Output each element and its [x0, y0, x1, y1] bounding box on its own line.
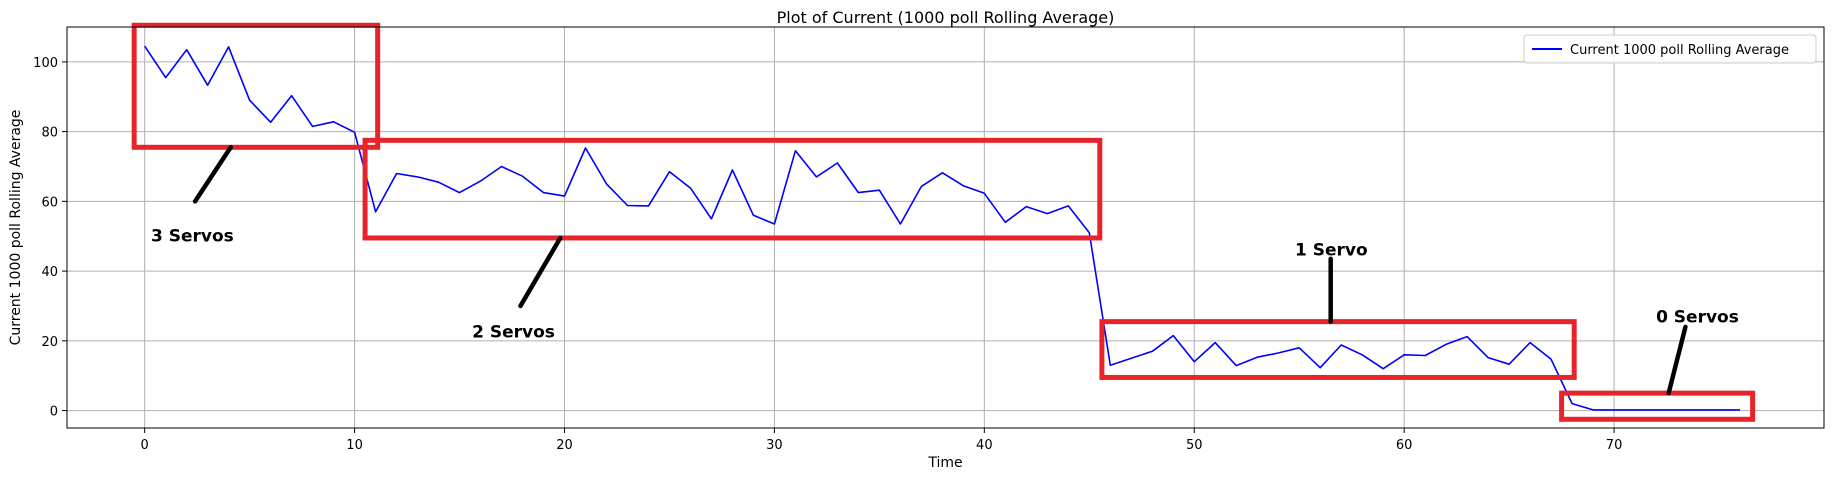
chart-title: Plot of Current (1000 poll Rolling Avera…: [777, 8, 1115, 27]
grid-lines: [67, 27, 1824, 428]
series-layer: [144, 45, 1740, 411]
y-tick-label: 80: [41, 126, 58, 141]
y-axis-label: Current 1000 poll Rolling Average: [8, 110, 24, 346]
x-tick-label: 50: [1186, 438, 1203, 453]
x-tick-label: 60: [1396, 438, 1413, 453]
annotation-leader-line: [192, 145, 233, 204]
y-tick-label: 60: [41, 195, 58, 210]
x-tick-label: 20: [556, 438, 573, 453]
x-tick-label: 10: [346, 438, 363, 453]
y-tick-label: 0: [50, 405, 58, 420]
annotation-label: 2 Servos: [472, 322, 555, 342]
y-tick-label: 40: [41, 265, 58, 280]
plot-frame: [66, 26, 1825, 429]
legend: Current 1000 poll Rolling Average: [1523, 34, 1817, 64]
y-tick-label: 20: [41, 335, 58, 350]
annotation-leader-line: [518, 235, 563, 309]
annotation-label: 1 Servo: [1295, 240, 1368, 260]
legend-entry-label: Current 1000 poll Rolling Average: [1570, 43, 1789, 58]
annotation-label: 0 Servos: [1656, 307, 1739, 327]
legend-box: [1523, 34, 1817, 64]
annotations: 3 Servos 2 Servos 1 Servo 0 Servos: [131, 22, 1756, 422]
x-tick-label: 30: [766, 438, 783, 453]
annotation-label: 3 Servos: [151, 226, 234, 246]
x-tick-label: 0: [141, 438, 149, 453]
annotation-box: [362, 137, 1103, 241]
x-tick-label: 40: [976, 438, 993, 453]
x-axis-label: Time: [927, 455, 962, 471]
series-line: [144, 45, 1740, 411]
x-tick-label: 70: [1606, 438, 1623, 453]
annotation-box: [1559, 390, 1756, 422]
y-tick-label: 100: [33, 56, 58, 71]
annotation-box: [1099, 319, 1577, 380]
annotation-box: [131, 22, 381, 150]
axis-ticks: 0 10 20 30 40 50 60 70 0 20 40 60 80 100: [33, 56, 1622, 453]
annotation-leader-line: [1666, 324, 1688, 396]
